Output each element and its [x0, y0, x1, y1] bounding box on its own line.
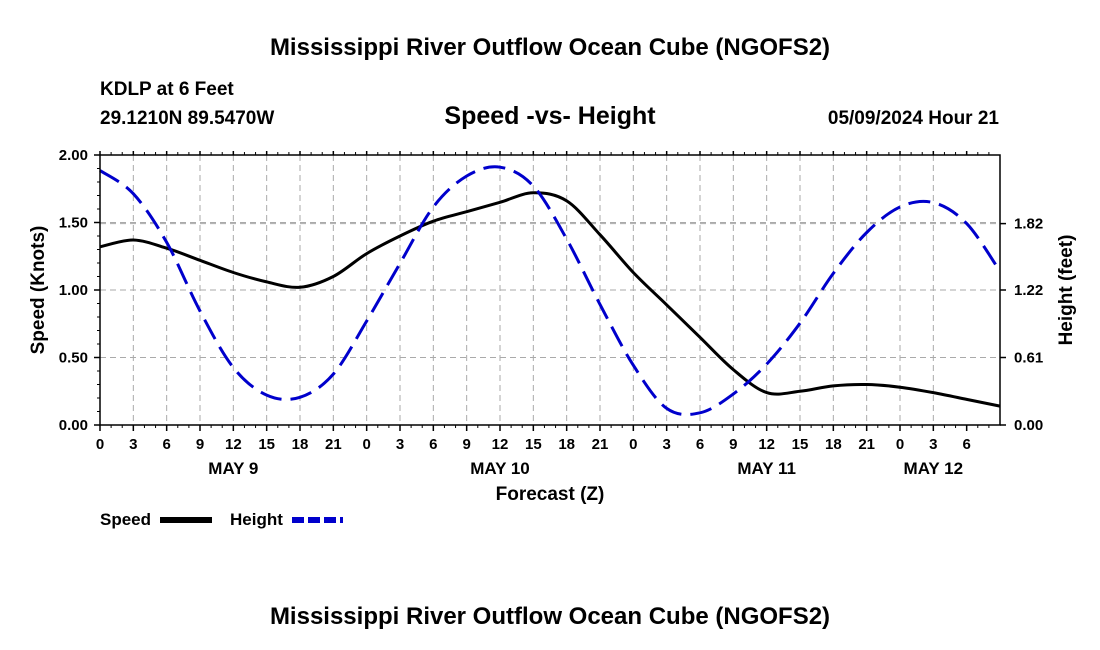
y2-axis-title: Height (feet)	[1056, 235, 1077, 346]
legend-speed-label: Speed	[100, 510, 151, 529]
x-tick-label: 21	[325, 436, 342, 453]
x-tick-label: 6	[962, 436, 970, 453]
x-tick-label: 15	[258, 436, 275, 453]
date-label: MAY 11	[737, 459, 796, 478]
y2-tick-label: 1.22	[1014, 282, 1043, 299]
x-tick-label: 0	[362, 436, 370, 453]
x-tick-label: 21	[858, 436, 875, 453]
x-tick-label: 9	[729, 436, 737, 453]
date-label: MAY 10	[470, 459, 530, 478]
plot-frame	[99, 154, 1001, 426]
y2-tick-label: 0.61	[1014, 350, 1043, 367]
tick-labels: 0 3 6 9 12 15 18 21 0 3 6 9 12 15 18 21 0 3 6 9 12 15 18 21 0 3 6 M…	[59, 147, 1043, 478]
y-tick-label: 2.00	[59, 147, 88, 164]
series-lines	[99, 165, 1002, 417]
legend: Speed Height	[100, 510, 343, 529]
x-tick-label: 6	[429, 436, 437, 453]
x-tick-label: 3	[929, 436, 937, 453]
y-tick-label: 1.00	[59, 282, 88, 299]
x-tick-label: 0	[629, 436, 637, 453]
y2-tick-label: 0.00	[1014, 417, 1043, 434]
legend-height-label: Height	[230, 510, 283, 529]
date-label: MAY 12	[904, 459, 964, 478]
x-tick-label: 9	[196, 436, 204, 453]
y-tick-label: 0.00	[59, 417, 88, 434]
footer-title: Mississippi River Outflow Ocean Cube (NG…	[270, 603, 830, 630]
forecast-datetime: 05/09/2024 Hour 21	[828, 108, 1000, 129]
x-tick-label: 0	[896, 436, 904, 453]
x-tick-label: 6	[162, 436, 170, 453]
x-tick-label: 18	[825, 436, 842, 453]
date-label: MAY 9	[208, 459, 258, 478]
x-tick-label: 18	[558, 436, 575, 453]
chart-title: Mississippi River Outflow Ocean Cube (NG…	[270, 34, 830, 61]
speed-series-line	[99, 191, 1001, 408]
x-axis-title: Forecast (Z)	[496, 484, 605, 505]
x-tick-label: 15	[792, 436, 809, 453]
x-tick-label: 21	[592, 436, 609, 453]
x-tick-label: 3	[662, 436, 670, 453]
x-tick-label: 3	[396, 436, 404, 453]
y2-tick-label: 1.82	[1014, 216, 1043, 233]
x-tick-label: 0	[96, 436, 104, 453]
chart-subtitle: Speed -vs- Height	[444, 102, 656, 130]
x-tick-label: 18	[292, 436, 309, 453]
x-tick-label: 12	[758, 436, 775, 453]
station-coords: 29.1210N 89.5470W	[100, 108, 274, 129]
x-tick-label: 12	[225, 436, 242, 453]
y-axis-title: Speed (Knots)	[28, 226, 49, 355]
height-series-line	[99, 165, 1002, 417]
station-label: KDLP at 6 Feet	[100, 79, 234, 100]
x-tick-label: 15	[525, 436, 542, 453]
x-tick-label: 12	[492, 436, 509, 453]
y-tick-label: 1.50	[59, 215, 88, 232]
x-tick-label: 9	[462, 436, 470, 453]
y-tick-label: 0.50	[59, 350, 88, 367]
x-tick-label: 6	[696, 436, 704, 453]
grid	[100, 155, 1000, 425]
x-tick-label: 3	[129, 436, 137, 453]
